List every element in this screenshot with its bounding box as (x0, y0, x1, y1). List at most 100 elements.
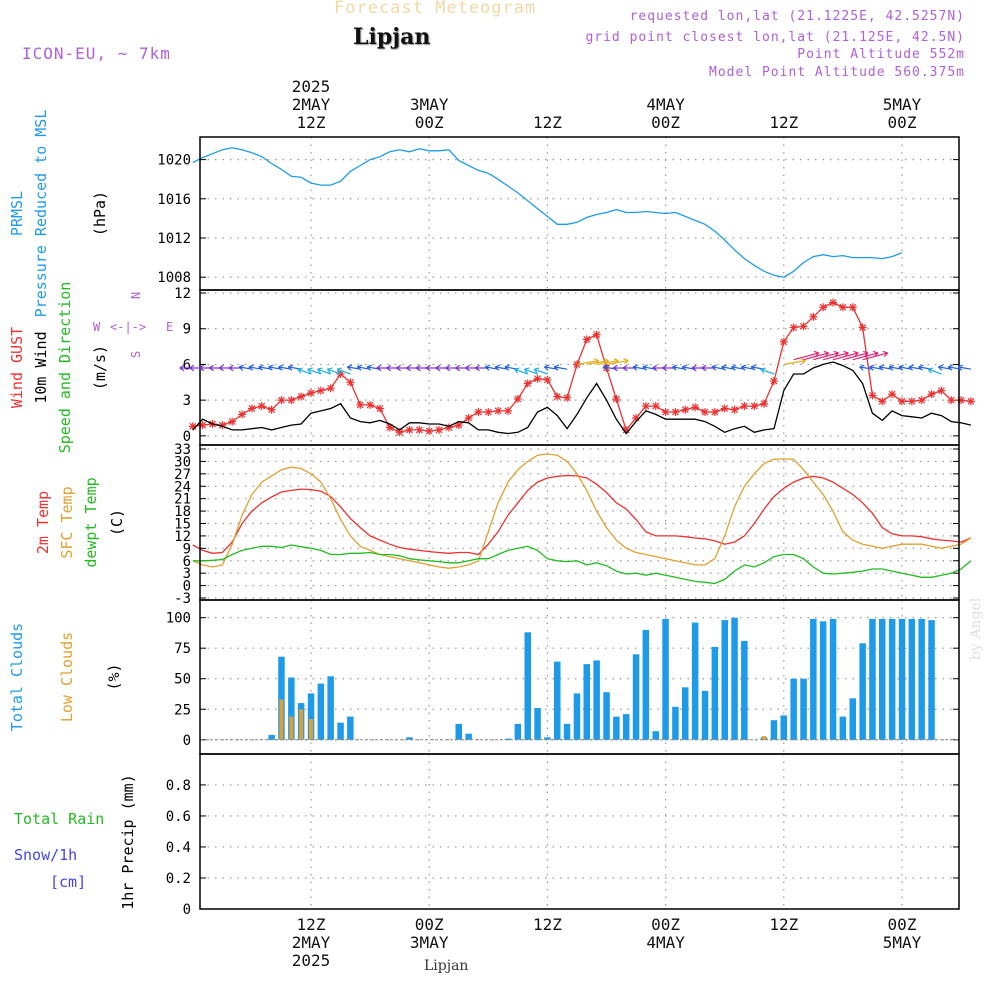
gust-marker (592, 330, 601, 339)
clouds-axis-label: Low Clouds (58, 632, 76, 722)
gust-marker (425, 427, 434, 436)
y-tick-label: 15 (174, 517, 191, 533)
gust-marker (543, 375, 552, 384)
wind-arrow (278, 364, 292, 371)
snow-label: Snow/1h (14, 846, 77, 864)
time-label-bottom: 00Z (415, 915, 444, 934)
wind-arrow (248, 364, 262, 371)
gust-marker (326, 384, 335, 393)
clouds-bar-total (288, 677, 295, 740)
clouds-bar-total (603, 692, 610, 740)
gust-marker (907, 397, 916, 406)
wind-arrow (947, 364, 962, 371)
temperature-series-2m (192, 474, 972, 556)
clouds-bar-total (928, 620, 935, 740)
gust-markers (188, 298, 975, 437)
clouds-bar-total (593, 660, 600, 740)
gust-marker (366, 400, 375, 409)
clouds-bar-total (711, 647, 719, 740)
wind-arrow (238, 364, 253, 371)
clouds-bar-total (898, 618, 906, 740)
y-tick-label: 33 (174, 442, 191, 458)
y-tick-label: 1008 (157, 270, 191, 286)
clouds-bar-total (337, 722, 344, 740)
time-label-top: 12Z (533, 113, 562, 132)
gust-marker (730, 405, 739, 414)
y-tick-label: 0 (183, 733, 191, 749)
gust-marker (563, 393, 572, 402)
compass-w: W (93, 320, 101, 334)
gust-marker (809, 312, 818, 321)
y-tick-label: 0 (183, 429, 191, 445)
gust-marker (218, 421, 227, 430)
clouds-bar-total (583, 664, 590, 740)
clouds-bar-total (859, 643, 866, 740)
time-label-bottom: 12Z (533, 915, 562, 934)
time-label-bottom: 4MAY (646, 933, 685, 952)
y-tick-label: 50 (174, 672, 191, 688)
clouds-bar-total (869, 618, 876, 740)
time-label-bottom: 00Z (651, 915, 680, 934)
time-label-bottom: 5MAY (883, 933, 922, 952)
wind-arrow (740, 364, 755, 371)
point-altitude: Point Altitude 552m (797, 47, 965, 62)
compass-arrow: <-|-> (110, 320, 146, 334)
y-tick-label: 0.8 (166, 778, 191, 794)
wind-arrow (356, 364, 371, 371)
clouds-bar-total (406, 737, 413, 740)
pressure-axis-label: PRMSL (8, 191, 26, 236)
gust-marker (375, 404, 384, 413)
clouds-bar-total (800, 678, 807, 740)
clouds-bar-total (278, 656, 285, 740)
y-tick-label: -3 (174, 591, 191, 607)
model-label: ICON-EU, ~ 7km (22, 44, 171, 63)
clouds-bar-total (701, 690, 709, 740)
time-label-top: 3MAY (410, 95, 449, 114)
gust-marker (858, 323, 867, 332)
clouds-bar-low (289, 716, 294, 740)
location-title: Lipjan (353, 24, 431, 50)
wind-arrow (869, 364, 883, 371)
clouds-bar-total (455, 723, 462, 740)
wind-arrow (514, 367, 528, 375)
wind-arrow (317, 367, 331, 375)
gust-marker (474, 408, 483, 417)
temperature-axis-label: 2m Temp (34, 491, 52, 554)
clouds-bar-total (682, 687, 689, 740)
clouds-bar-total (268, 734, 275, 740)
y-tick-label: 9 (183, 541, 191, 557)
wind-arrow (326, 367, 341, 375)
gust-marker (838, 303, 847, 312)
gust-marker (720, 404, 729, 413)
y-tick-label: 1016 (157, 192, 191, 208)
wind-arrow (494, 364, 509, 371)
precip-frame (199, 753, 960, 910)
wind-panel: 0 3 6 9 12 Wind GUST 10m Wind Speed and Directi… (8, 282, 975, 453)
gust-marker (356, 400, 365, 409)
clouds-bar-total (918, 618, 925, 740)
y-tick-label: 24 (174, 479, 191, 495)
wind-arrow (523, 367, 538, 375)
gust-marker (435, 425, 444, 434)
wind-arrow (297, 367, 312, 375)
gust-marker (750, 402, 759, 411)
y-tick-label: 12 (174, 286, 191, 302)
wind-arrow (632, 364, 647, 371)
wind-arrow (672, 364, 686, 371)
temperature-grid (200, 445, 959, 600)
wind-arrow (862, 350, 889, 361)
clouds-bar-total (879, 618, 886, 740)
gust-marker (701, 408, 709, 417)
clouds-bar-total (573, 693, 581, 740)
gust-marker (267, 405, 276, 414)
wind-arrow (927, 367, 942, 375)
wind-arrow (731, 364, 745, 371)
gridpoint-coords: grid point closest lon,lat (21.125E, 42.… (585, 30, 965, 45)
gust-marker (947, 396, 956, 405)
chart-title: Forecast Meteogram (334, 0, 537, 18)
temperature-axis-label: SFC Temp (58, 486, 76, 558)
clouds-bar-total (524, 632, 531, 740)
gust-marker (760, 399, 769, 408)
